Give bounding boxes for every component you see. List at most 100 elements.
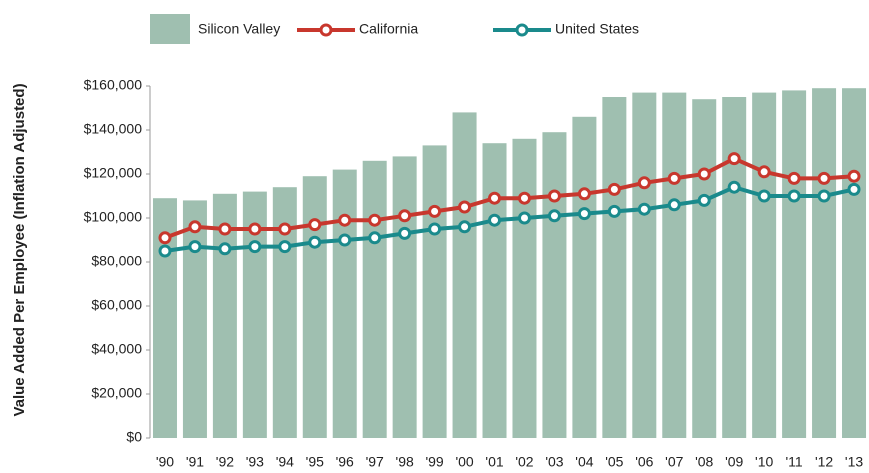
x-tick-label: '96 [336, 454, 354, 470]
x-tick-label: '13 [845, 454, 863, 470]
point [517, 211, 531, 225]
x-tick-label: '98 [396, 454, 414, 470]
point [847, 182, 861, 196]
point [637, 176, 651, 190]
x-tick-label: '05 [605, 454, 623, 470]
y-tick-label: $100,000 [84, 209, 143, 225]
point [607, 182, 621, 196]
point [428, 204, 442, 218]
point [727, 180, 741, 194]
point [278, 222, 292, 236]
point [458, 220, 472, 234]
point [847, 169, 861, 183]
x-tick-label: '95 [306, 454, 324, 470]
point [757, 189, 771, 203]
x-tick-label: '99 [425, 454, 443, 470]
legend-label: Silicon Valley [198, 21, 280, 37]
x-tick-label: '03 [545, 454, 563, 470]
y-tick-label: $0 [126, 429, 142, 445]
point [428, 222, 442, 236]
point [667, 171, 681, 185]
point [637, 202, 651, 216]
point [308, 235, 322, 249]
x-tick-label: '11 [785, 454, 802, 470]
bar [362, 160, 387, 439]
point [547, 209, 561, 223]
bar [572, 116, 597, 439]
y-tick-label: $160,000 [84, 77, 143, 93]
y-tick-label: $140,000 [84, 121, 143, 137]
x-tick-label: '93 [246, 454, 264, 470]
bar [452, 112, 477, 439]
point [248, 222, 262, 236]
y-tick-label: $80,000 [91, 253, 142, 269]
point [577, 207, 591, 221]
bar [182, 200, 207, 438]
x-tick-label: '90 [156, 454, 174, 470]
y-tick-label: $40,000 [91, 341, 142, 357]
x-tick-label: '06 [635, 454, 653, 470]
x-tick-label: '12 [815, 454, 833, 470]
line [164, 156, 855, 240]
legend-label: California [359, 21, 418, 37]
x-tick-label: '04 [575, 454, 593, 470]
point [757, 165, 771, 179]
point [308, 218, 322, 232]
bar [332, 169, 357, 438]
point [607, 204, 621, 218]
point [218, 242, 232, 256]
point [577, 187, 591, 201]
point [188, 240, 202, 254]
legend-marker [515, 23, 529, 37]
point [787, 171, 801, 185]
point [817, 171, 831, 185]
x-tick-label: '00 [455, 454, 473, 470]
bar [542, 132, 567, 438]
point [488, 213, 502, 227]
point [158, 244, 172, 258]
point [458, 200, 472, 214]
bar [392, 156, 417, 438]
y-tick-label: $20,000 [91, 385, 142, 401]
y-axis-label: Value Added Per Employee (Inflation Adju… [11, 83, 28, 416]
bar [302, 176, 327, 438]
point [248, 240, 262, 254]
point [697, 167, 711, 181]
point [368, 213, 382, 227]
point [158, 231, 172, 245]
point [727, 152, 741, 166]
point [817, 189, 831, 203]
legend-label: United States [555, 21, 639, 37]
bar [752, 92, 777, 438]
point [517, 191, 531, 205]
x-tick-label: '01 [485, 454, 503, 470]
bar [482, 143, 507, 438]
x-tick-label: '09 [725, 454, 743, 470]
x-tick-label: '07 [665, 454, 683, 470]
y-tick-label: $60,000 [91, 297, 142, 313]
point [547, 189, 561, 203]
bar [632, 92, 657, 438]
x-tick-label: '94 [276, 454, 294, 470]
bar [782, 90, 807, 439]
x-tick-label: '92 [216, 454, 234, 470]
bar [512, 138, 537, 439]
y-tick-label: $120,000 [84, 165, 143, 181]
point [368, 231, 382, 245]
point [188, 220, 202, 234]
bar [812, 88, 837, 438]
point [398, 209, 412, 223]
x-tick-label: '97 [366, 454, 384, 470]
bar [662, 92, 687, 438]
point [338, 213, 352, 227]
point [218, 222, 232, 236]
x-tick-label: '10 [755, 454, 773, 470]
x-tick-label: '91 [186, 454, 204, 470]
point [398, 226, 412, 240]
bar [722, 97, 747, 438]
point [488, 191, 502, 205]
x-tick-label: '02 [515, 454, 533, 470]
point [787, 189, 801, 203]
point [667, 198, 681, 212]
